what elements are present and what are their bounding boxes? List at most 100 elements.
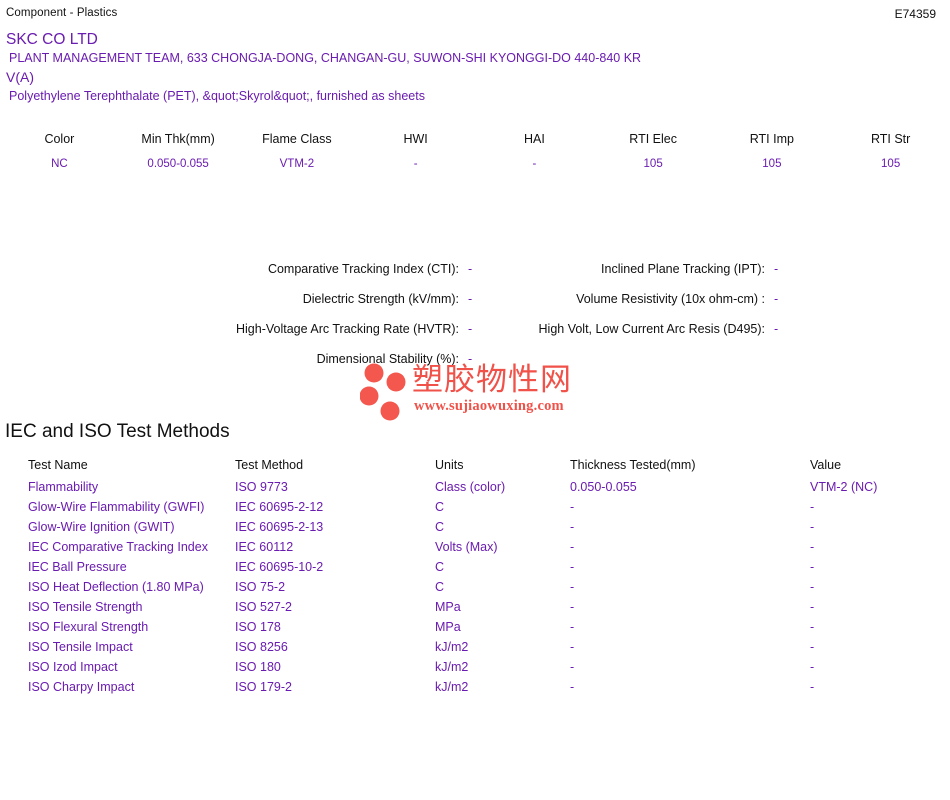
test-thickness: - <box>570 500 575 514</box>
table-row: ISO Charpy Impact ISO 179-2 kJ/m2 - - <box>0 681 950 701</box>
test-value: - <box>810 640 815 654</box>
test-method: ISO 179-2 <box>235 680 292 694</box>
test-name: ISO Charpy Impact <box>28 680 135 694</box>
summary-value-rti-str: 105 <box>881 158 901 170</box>
table-row: ISO Izod Impact ISO 180 kJ/m2 - - <box>0 661 950 681</box>
test-name: ISO Izod Impact <box>28 660 118 674</box>
test-value: - <box>810 680 815 694</box>
property-dielectric-strength-value: - <box>468 292 473 306</box>
property-row-dimensional-stability: Dimensional Stability (%): - <box>0 352 950 382</box>
property-row-cti-ipt: Comparative Tracking Index (CTI): - Incl… <box>0 262 950 292</box>
company-block: SKC CO LTD PLANT MANAGEMENT TEAM, 633 CH… <box>6 30 641 106</box>
property-d495-label: High Volt, Low Current Arc Resis (D495): <box>538 322 765 336</box>
test-method: ISO 180 <box>235 660 281 674</box>
test-method: ISO 8256 <box>235 640 288 654</box>
table-row: ISO Heat Deflection (1.80 MPa) ISO 75-2 … <box>0 581 950 601</box>
test-thickness: - <box>570 580 575 594</box>
company-address: PLANT MANAGEMENT TEAM, 633 CHONGJA-DONG,… <box>9 51 642 65</box>
summary-col-color: Color <box>44 132 75 146</box>
property-dimensional-stability-label: Dimensional Stability (%): <box>316 352 459 366</box>
test-name: ISO Tensile Impact <box>28 640 133 654</box>
test-units: kJ/m2 <box>435 680 469 694</box>
test-method: ISO 527-2 <box>235 600 292 614</box>
table-row: Flammability ISO 9773 Class (color) 0.05… <box>0 481 950 501</box>
summary-col-rti-str: RTI Str <box>870 132 911 146</box>
test-units: C <box>435 560 445 574</box>
test-value: VTM-2 (NC) <box>810 480 878 494</box>
test-thickness: - <box>570 520 575 534</box>
test-name: Glow-Wire Ignition (GWIT) <box>28 520 175 534</box>
property-dimensional-stability-value: - <box>468 352 473 366</box>
company-name: SKC CO LTD <box>6 31 98 48</box>
test-name: ISO Tensile Strength <box>28 600 143 614</box>
summary-header-row: Color Min Thk(mm) Flame Class HWI HAI RT… <box>0 132 950 158</box>
summary-col-hai: HAI <box>523 132 545 146</box>
property-dimensional-stability: Dimensional Stability (%): - <box>0 352 480 366</box>
test-col-test-method: Test Method <box>235 458 304 472</box>
test-col-value: Value <box>810 458 842 472</box>
test-name: ISO Heat Deflection (1.80 MPa) <box>28 580 204 594</box>
test-thickness: - <box>570 660 575 674</box>
table-row: Glow-Wire Flammability (GWFI) IEC 60695-… <box>0 501 950 521</box>
test-units: C <box>435 500 445 514</box>
test-methods-section-title: IEC and ISO Test Methods <box>5 421 230 442</box>
test-units: MPa <box>435 600 461 614</box>
test-thickness: - <box>570 540 575 554</box>
summary-col-min-thk: Min Thk(mm) <box>141 132 215 146</box>
test-name: IEC Comparative Tracking Index <box>28 540 208 554</box>
property-cti: Comparative Tracking Index (CTI): - <box>0 262 480 276</box>
summary-value-rti-elec: 105 <box>643 158 663 170</box>
test-methods-header-row: Test Name Test Method Units Thickness Te… <box>0 458 950 481</box>
test-value: - <box>810 660 815 674</box>
document-meta-bar: Component - Plastics E74359 <box>0 7 950 23</box>
property-volume-resistivity-value: - <box>774 292 779 306</box>
summary-value-color: NC <box>51 158 68 170</box>
test-col-units: Units <box>435 458 464 472</box>
file-number-label: E74359 <box>894 7 936 21</box>
test-method: ISO 178 <box>235 620 281 634</box>
property-volume-resistivity: Volume Resistivity (10x ohm-cm) : - <box>480 292 950 306</box>
property-cti-label: Comparative Tracking Index (CTI): <box>267 262 459 276</box>
test-method: IEC 60695-2-13 <box>235 520 324 534</box>
test-method: IEC 60695-10-2 <box>235 560 324 574</box>
test-units: Class (color) <box>435 480 506 494</box>
test-methods-table: Test Name Test Method Units Thickness Te… <box>0 458 950 701</box>
test-method: ISO 75-2 <box>235 580 286 594</box>
test-value: - <box>810 500 815 514</box>
property-ipt: Inclined Plane Tracking (IPT): - <box>480 262 950 276</box>
table-row: IEC Comparative Tracking Index IEC 60112… <box>0 541 950 561</box>
property-dielectric-strength: Dielectric Strength (kV/mm): - <box>0 292 480 306</box>
summary-col-flame-class: Flame Class <box>262 132 332 146</box>
test-units: kJ/m2 <box>435 640 469 654</box>
test-units: kJ/m2 <box>435 660 469 674</box>
property-row-hvtr-d495: High-Voltage Arc Tracking Rate (HVTR): -… <box>0 322 950 352</box>
electrical-properties-section: Comparative Tracking Index (CTI): - Incl… <box>0 262 950 382</box>
property-ipt-value: - <box>774 262 779 276</box>
summary-value-hwi: - <box>413 158 418 170</box>
property-cti-value: - <box>468 262 473 276</box>
test-method: IEC 60112 <box>235 540 294 554</box>
test-name: ISO Flexural Strength <box>28 620 149 634</box>
property-row-dielectric-volres: Dielectric Strength (kV/mm): - Volume Re… <box>0 292 950 322</box>
test-thickness: - <box>570 640 575 654</box>
material-description: Polyethylene Terephthalate (PET), &quot;… <box>9 89 425 103</box>
test-thickness: - <box>570 680 575 694</box>
test-col-test-name: Test Name <box>28 458 88 472</box>
summary-col-hwi: HWI <box>403 132 428 146</box>
property-hvtr-value: - <box>468 322 473 336</box>
table-row: ISO Tensile Impact ISO 8256 kJ/m2 - - <box>0 641 950 661</box>
summary-col-rti-elec: RTI Elec <box>629 132 677 146</box>
test-value: - <box>810 520 815 534</box>
summary-value-flame-class: VTM-2 <box>279 158 315 170</box>
test-name: Glow-Wire Flammability (GWFI) <box>28 500 205 514</box>
summary-col-rti-imp: RTI Imp <box>749 132 794 146</box>
test-thickness: 0.050-0.055 <box>570 480 637 494</box>
test-value: - <box>810 620 815 634</box>
summary-data-row: NC 0.050-0.055 VTM-2 - - 105 105 105 <box>0 158 950 170</box>
listing-code: V(A) <box>6 69 34 85</box>
table-row: ISO Tensile Strength ISO 527-2 MPa - - <box>0 601 950 621</box>
property-ipt-label: Inclined Plane Tracking (IPT): <box>601 262 765 276</box>
test-thickness: - <box>570 620 575 634</box>
test-value: - <box>810 580 815 594</box>
table-row: ISO Flexural Strength ISO 178 MPa - - <box>0 621 950 641</box>
